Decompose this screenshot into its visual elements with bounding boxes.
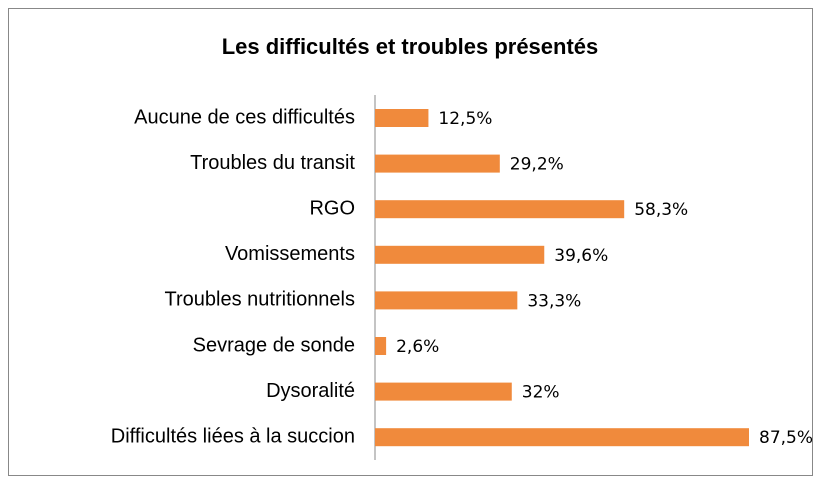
value-label: 29,2%	[510, 155, 564, 175]
bar	[375, 109, 429, 127]
bar	[375, 428, 749, 447]
chart-title: Les difficultés et troubles présentés	[222, 34, 599, 59]
chart-frame	[8, 8, 813, 476]
value-label: 2,6%	[396, 337, 439, 357]
bar	[375, 382, 512, 401]
value-label: 33,3%	[527, 291, 581, 311]
category-label: Aucune de ces difficultés	[134, 106, 355, 128]
bar	[375, 291, 518, 310]
category-label: Troubles nutritionnels	[165, 289, 355, 311]
value-label: 32%	[522, 383, 560, 403]
value-label: 58,3%	[634, 200, 688, 220]
category-label: Sevrage de sonde	[193, 334, 355, 356]
bar	[375, 154, 500, 173]
value-label: 12,5%	[438, 109, 492, 129]
category-label: RGO	[309, 197, 355, 219]
bar	[375, 337, 387, 355]
bar	[375, 200, 625, 219]
value-label: 87,5%	[759, 428, 813, 448]
category-label: Difficultés liées à la succion	[111, 425, 355, 447]
bar	[375, 245, 545, 264]
category-label: Troubles du transit	[190, 152, 355, 174]
value-label: 39,6%	[554, 246, 608, 266]
category-label: Vomissements	[225, 243, 355, 265]
category-label: Dysoralité	[266, 380, 355, 402]
